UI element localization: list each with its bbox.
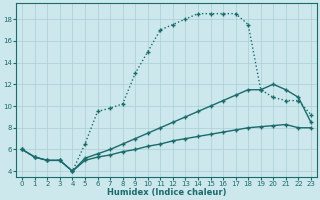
X-axis label: Humidex (Indice chaleur): Humidex (Indice chaleur) [107, 188, 226, 197]
